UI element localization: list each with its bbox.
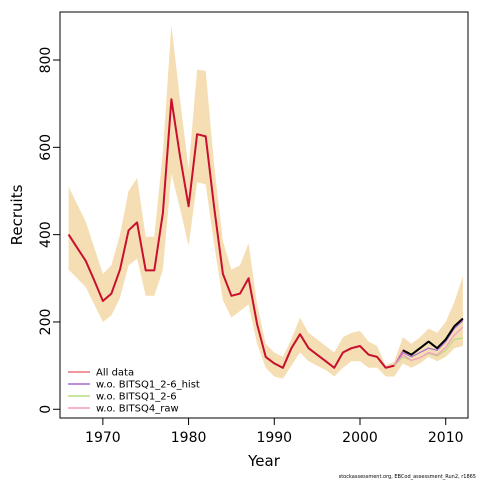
x-tick-label-1990: 1990 [256, 430, 292, 446]
series-line-4 [402, 317, 464, 356]
legend-label-2: w.o. BITSQ1_2-6 [96, 392, 177, 403]
y-tick-label-0: 0 [38, 405, 54, 414]
x-tick-label-2000: 2000 [342, 430, 378, 446]
y-tick-label-200: 200 [38, 309, 54, 336]
series-line-5 [67, 98, 395, 369]
series-lines-layer [67, 98, 464, 369]
x-tick-label-1970: 1970 [85, 430, 121, 446]
footer-note: stockassessment.org, EBCod_assessment_Ru… [339, 474, 476, 480]
x-axis: 1970 1980 1990 2000 2010 [85, 418, 464, 446]
legend-label-3: w.o. BITSQ4_raw [96, 404, 179, 415]
legend-label-0: All data [96, 368, 134, 379]
confidence-band-layer [68, 25, 463, 379]
x-tick-label-2010: 2010 [428, 430, 464, 446]
confidence-band [68, 25, 463, 379]
y-tick-label-400: 400 [38, 221, 54, 248]
y-tick-label-800: 800 [38, 47, 54, 74]
y-axis-title: Recruits [8, 184, 26, 245]
x-tick-label-1980: 1980 [171, 430, 207, 446]
y-axis: 0 200 400 600 800 [38, 47, 60, 414]
y-tick-label-600: 600 [38, 134, 54, 161]
plot-frame [59, 11, 469, 419]
legend-label-1: w.o. BITSQ1_2-6_hist [96, 380, 200, 391]
x-axis-title: Year [247, 452, 281, 470]
